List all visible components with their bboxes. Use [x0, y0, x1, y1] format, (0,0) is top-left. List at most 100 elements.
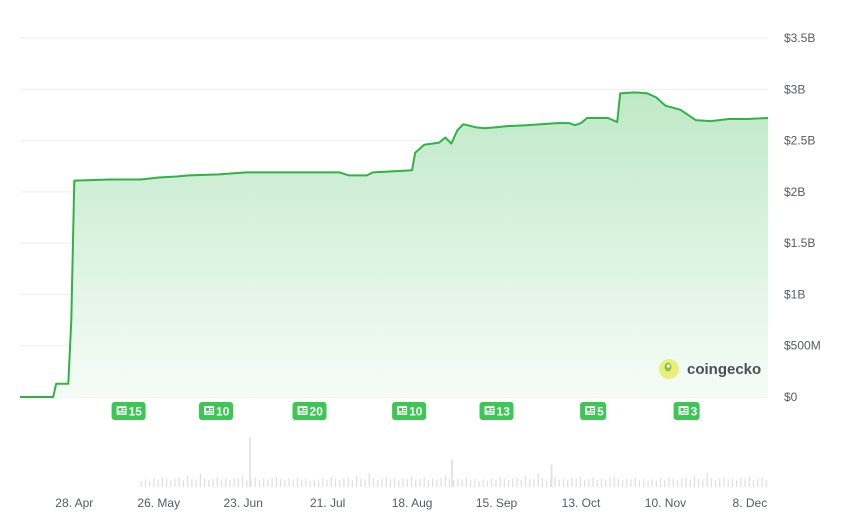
news-marker[interactable]: 13 [479, 402, 514, 420]
news-count: 15 [129, 405, 143, 419]
volume-bar [495, 480, 497, 487]
volume-bar [655, 480, 657, 487]
volume-bar [752, 480, 755, 487]
volume-bar [470, 480, 472, 487]
volume-bar [204, 478, 206, 487]
volume-bar [195, 479, 197, 487]
volume-bar [600, 478, 603, 487]
volume-bar [267, 479, 269, 487]
volume-bar [288, 478, 290, 487]
volume-bar [258, 480, 261, 487]
volume-bar [347, 477, 349, 487]
x-axis-ticks: 28. Apr 26. May 23. Jun 21. Jul 18. Aug 15. S… [55, 496, 767, 510]
news-count: 10 [409, 405, 423, 419]
volume-bar [372, 478, 375, 487]
volume-bar [381, 479, 383, 487]
volume-bar [486, 480, 489, 487]
volume-bar [676, 480, 679, 487]
volume-bar [216, 477, 218, 487]
x-tick-label: 15. Sep [476, 496, 518, 510]
volume-bar [533, 479, 535, 487]
volume-bar [702, 479, 704, 487]
news-marker[interactable]: 5 [580, 402, 607, 420]
y-axis-ticks: $0 $500M $1B $1.5B $2B $2.5B $3B $3.5B [784, 31, 821, 404]
y-tick-label: $500M [784, 339, 821, 353]
volume-bar [249, 437, 251, 487]
volume-bar [541, 478, 543, 487]
news-count: 10 [216, 405, 230, 419]
news-marker[interactable]: 15 [111, 402, 146, 420]
newspaper-icon [678, 406, 689, 415]
volume-bar [157, 480, 159, 487]
volume-bar [537, 473, 539, 487]
volume-bar [689, 480, 691, 487]
volume-bar [292, 479, 294, 487]
x-tick-label: 18. Aug [392, 496, 433, 510]
volume-bar [617, 479, 619, 487]
news-marker[interactable]: 3 [673, 402, 700, 420]
volume-bar [478, 481, 480, 487]
news-count: 20 [310, 405, 324, 419]
volume-bar [761, 477, 763, 487]
newspaper-icon [116, 406, 127, 415]
volume-bar [719, 479, 721, 487]
news-count: 5 [597, 405, 604, 419]
volume-bar [284, 480, 286, 487]
volume-bar [731, 478, 733, 487]
y-tick-label: $2B [784, 185, 805, 199]
volume-bar [634, 477, 636, 487]
volume-bar [263, 478, 265, 487]
x-tick-label: 21. Jul [310, 496, 345, 510]
volume-bar [398, 480, 400, 487]
volume-bar [529, 479, 531, 487]
volume-bar [322, 478, 324, 487]
volume-bar [351, 480, 353, 487]
newspaper-icon [585, 406, 596, 415]
y-tick-label: $3.5B [784, 31, 815, 45]
volume-bar [474, 479, 476, 487]
newspaper-icon [484, 406, 495, 415]
volume-bar [368, 473, 370, 487]
news-marker[interactable]: 10 [199, 402, 233, 420]
x-tick-label: 10. Nov [645, 496, 686, 510]
volume-bar [309, 481, 311, 487]
x-tick-label: 13. Oct [562, 496, 601, 510]
volume-bar [660, 478, 662, 487]
volume-bar [225, 478, 227, 487]
volume-bar [550, 464, 553, 487]
volume-bar [584, 480, 586, 487]
news-marker[interactable]: 20 [292, 402, 327, 420]
volume-bar [326, 480, 328, 487]
volume-bar [516, 477, 518, 487]
volume-bars [140, 437, 767, 487]
y-tick-label: $0 [784, 390, 798, 404]
y-tick-label: $2.5B [784, 134, 815, 148]
volume-bar [710, 478, 712, 487]
y-tick-label: $1B [784, 287, 805, 301]
volume-bar [212, 479, 214, 487]
volume-bar [740, 478, 742, 487]
news-marker[interactable]: 10 [392, 402, 427, 420]
volume-bar [451, 459, 453, 487]
volume-bar [334, 479, 337, 487]
volume-bar [242, 476, 244, 487]
volume-bar [558, 479, 560, 487]
volume-bar [592, 477, 594, 487]
newspaper-icon [397, 406, 408, 415]
volume-bar [305, 479, 307, 487]
x-tick-label: 26. May [137, 496, 180, 510]
volume-bar [301, 480, 303, 487]
volume-bar [651, 479, 653, 487]
volume-bar [313, 479, 315, 487]
volume-bar [220, 479, 223, 487]
volume-bar [693, 476, 695, 487]
volume-bar [166, 479, 168, 487]
volume-bar [343, 478, 345, 487]
volume-bar [178, 477, 180, 487]
volume-bar [423, 477, 425, 487]
volume-bar [596, 480, 598, 487]
volume-bar [385, 477, 387, 487]
volume-bar [402, 478, 404, 487]
volume-bar [377, 480, 379, 487]
